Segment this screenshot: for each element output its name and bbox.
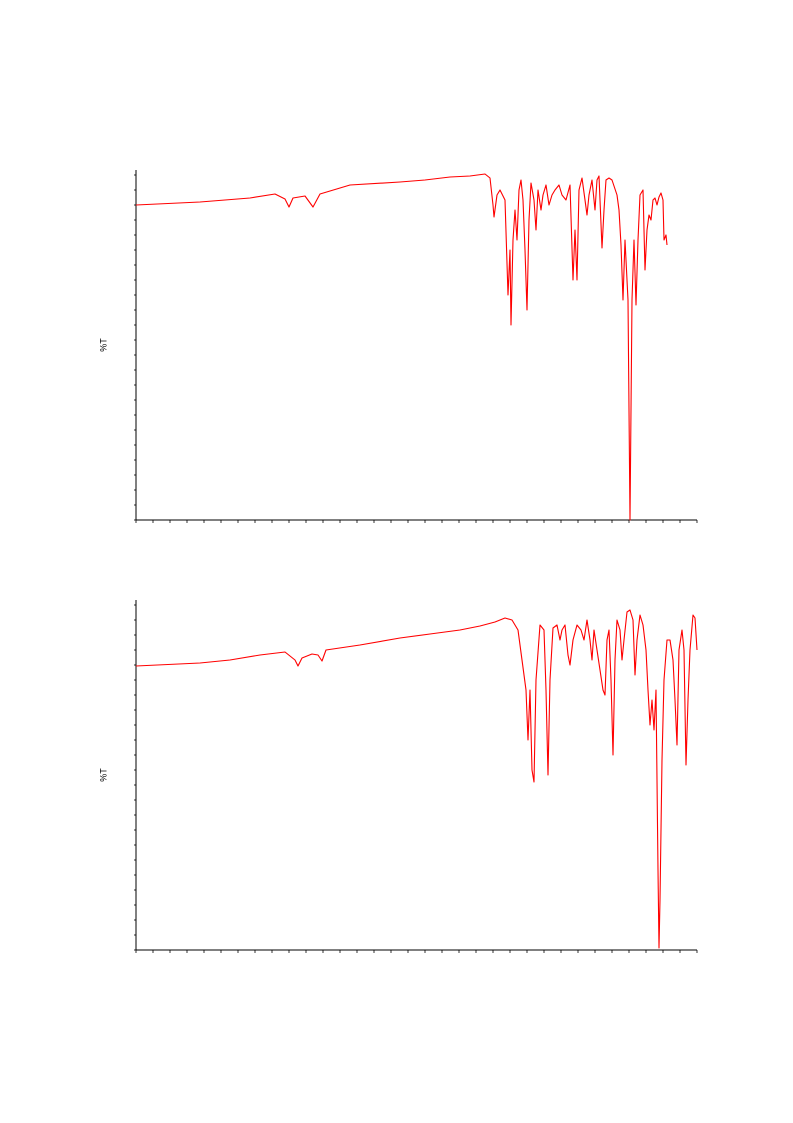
y-axis-label: %T: [98, 768, 108, 782]
spectrum-line: [135, 609, 698, 949]
spectrum-line: [135, 173, 668, 521]
y-axis-label: %T: [98, 338, 108, 352]
